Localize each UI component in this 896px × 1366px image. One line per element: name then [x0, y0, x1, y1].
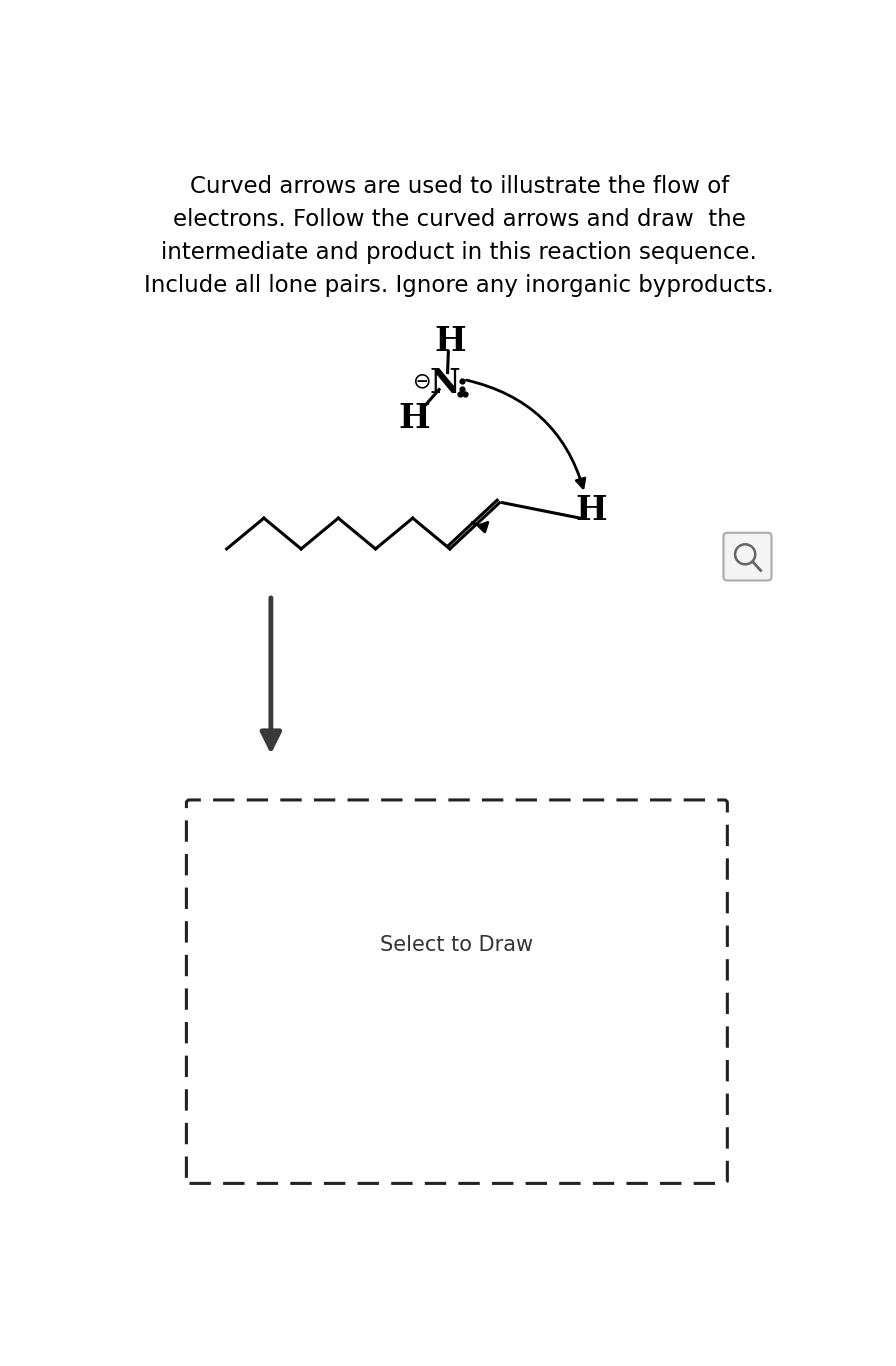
Text: H: H: [399, 402, 430, 434]
Text: Select to Draw: Select to Draw: [380, 936, 533, 955]
FancyBboxPatch shape: [723, 533, 771, 581]
Text: N: N: [430, 367, 461, 400]
Text: Curved arrows are used to illustrate the flow of
electrons. Follow the curved ar: Curved arrows are used to illustrate the…: [144, 175, 774, 298]
Text: H: H: [575, 494, 607, 527]
Text: H: H: [434, 325, 466, 358]
Text: ⊖: ⊖: [413, 372, 431, 391]
